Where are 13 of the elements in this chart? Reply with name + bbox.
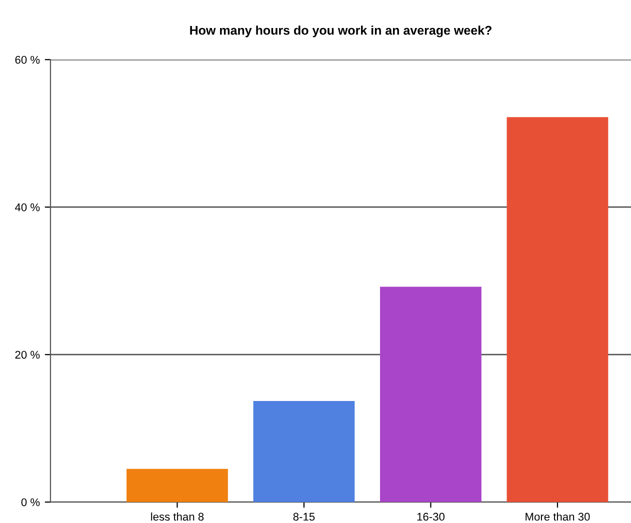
y-tick-label: 20 %: [15, 350, 40, 359]
y-tick-label: 60 %: [15, 56, 40, 64]
bar: [126, 468, 228, 502]
chart-title: How many hours do you work in an average week?: [190, 26, 492, 38]
y-tick-label: 40 %: [14, 203, 40, 212]
bar: [380, 286, 482, 502]
x-tick-label: 16-30: [417, 512, 445, 521]
y-tick-label: 0 %: [21, 498, 40, 506]
x-tick-label: less than 8: [151, 512, 204, 521]
bar: [506, 117, 608, 502]
x-tick-label: More than 30: [526, 512, 590, 521]
bar: [253, 401, 355, 502]
x-tick-label: 8-15: [293, 512, 315, 521]
